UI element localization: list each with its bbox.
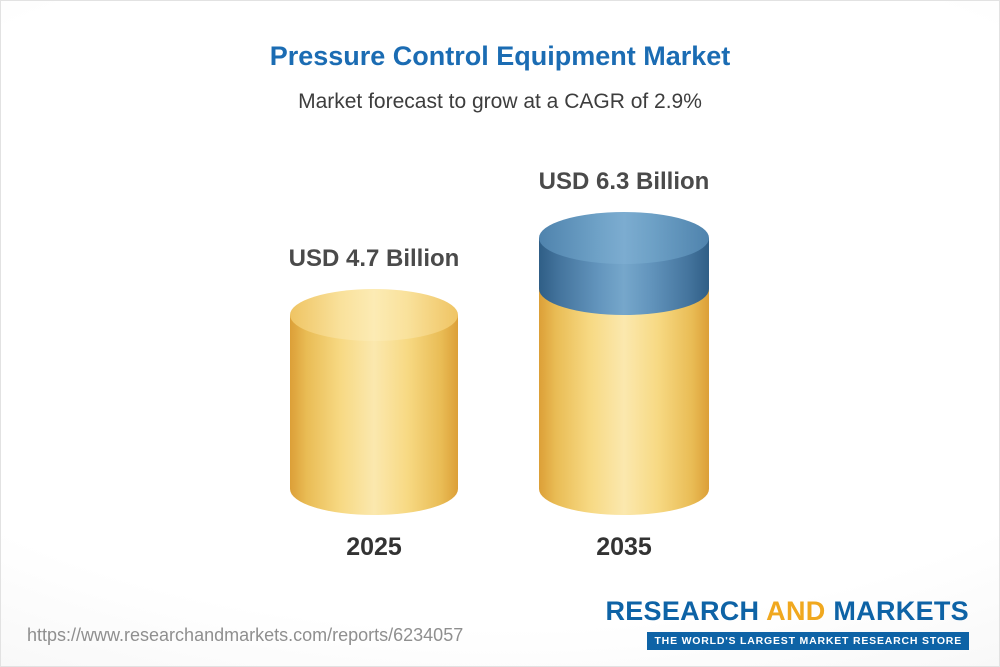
chart-header: Pressure Control Equipment Market Market… (1, 41, 999, 114)
cylinder-cap-2035 (539, 212, 709, 264)
logo-word-markets: MARKETS (833, 596, 969, 626)
logo-tagline: THE WORLD'S LARGEST MARKET RESEARCH STOR… (647, 632, 969, 650)
chart-subtitle: Market forecast to grow at a CAGR of 2.9… (298, 90, 702, 113)
cylinder-cap-2025 (290, 289, 458, 341)
report-url: https://www.researchandmarkets.com/repor… (27, 625, 464, 645)
bar-group-2035: USD 6.3 Billion 2035 (524, 168, 724, 562)
category-label-2035: 2035 (596, 533, 652, 561)
page-title: Pressure Control Equipment Market (269, 41, 731, 71)
bar-group-2025: USD 4.7 Billion 2025 (274, 245, 474, 562)
cylinder-bar-2035 (539, 212, 709, 515)
value-label-2025: USD 4.7 Billion (288, 245, 460, 272)
category-label-2025: 2025 (346, 533, 402, 561)
logo-wordmark: RESEARCH AND MARKETS (605, 596, 969, 627)
cylinder-body-2025 (290, 315, 458, 515)
value-label-2035: USD 6.3 Billion (538, 168, 710, 195)
logo-word-research: RESEARCH (605, 596, 760, 626)
cylinder-bar-2025 (290, 289, 458, 515)
research-and-markets-logo: RESEARCH AND MARKETS THE WORLD'S LARGEST… (605, 596, 969, 650)
logo-word-and: AND (766, 596, 826, 626)
